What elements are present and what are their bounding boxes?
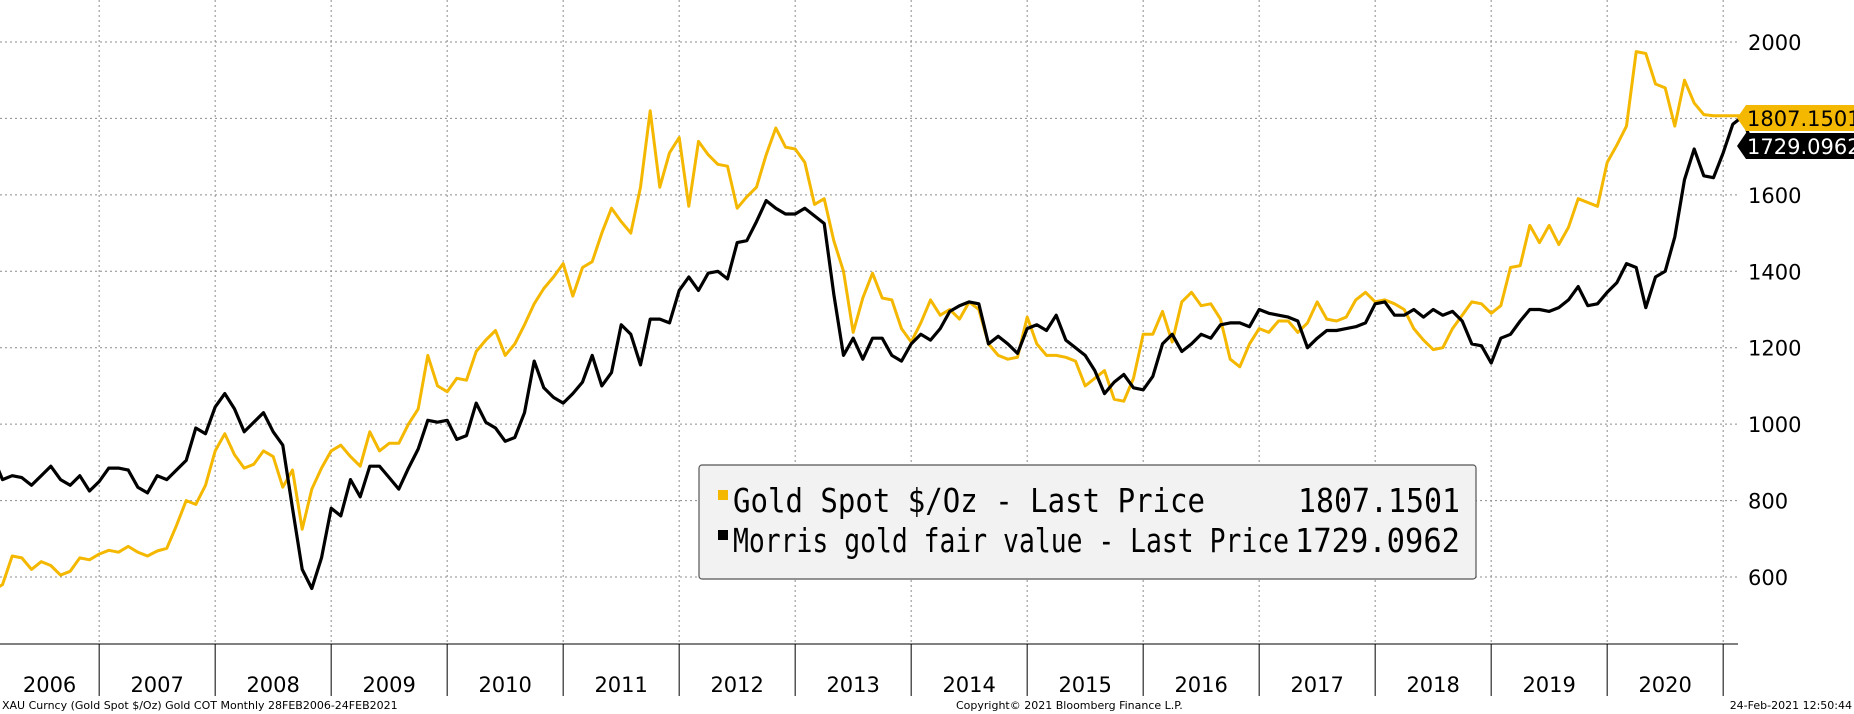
y-tick-label: 1400: [1748, 260, 1801, 284]
x-tick-label: 2010: [478, 673, 531, 697]
y-tick-label: 2000: [1748, 31, 1801, 55]
x-tick-label: 2006: [23, 673, 76, 697]
y-tick-label: 1200: [1748, 337, 1801, 361]
morris-fair-value-series-line: [0, 114, 1754, 591]
legend-entry: Gold Spot $/Oz - Last Price 1807.1501: [718, 481, 1460, 520]
x-tick-label: 2012: [710, 673, 763, 697]
legend-background: [698, 464, 1477, 580]
morris-last-price-tag: 1729.0962: [1737, 133, 1854, 159]
x-tick-label: 2007: [130, 673, 183, 697]
x-tick-label: 2015: [1058, 673, 1111, 697]
legend-entry: Morris gold fair value - Last Price 1729.…: [718, 521, 1460, 560]
y-tick-label: 1600: [1748, 184, 1801, 208]
value-tag-background: [1737, 105, 1854, 131]
legend-value: 1807.1501: [1298, 481, 1460, 520]
x-tick-label: 2009: [362, 673, 415, 697]
y-tick-label: 1000: [1748, 413, 1801, 437]
legend-box: Gold Spot $/Oz - Last Price 1807.1501Morr…: [698, 464, 1477, 580]
legend-label: Gold Spot $/Oz - Last Price: [733, 481, 1205, 520]
y-tick-label: 800: [1748, 490, 1788, 514]
footer-right-text: 24-Feb-2021 12:50:44: [1730, 699, 1852, 712]
x-tick-label: 2008: [246, 673, 299, 697]
legend: Gold Spot $/Oz - Last Price 1807.1501Morr…: [698, 464, 1477, 580]
x-tick-label: 2020: [1638, 673, 1691, 697]
x-tick-label: 2017: [1290, 673, 1343, 697]
y-tick-label: 600: [1748, 566, 1788, 590]
value-tag-background: [1737, 133, 1854, 159]
value-tag-text: 1729.0962: [1747, 135, 1854, 159]
x-tick-label: 2018: [1406, 673, 1459, 697]
x-tick-label: 2016: [1174, 673, 1227, 697]
axes: 2006 2007 2008 2009 2010 2011 2012 2013 2014 2015…: [0, 31, 1801, 697]
gold-spot-last-price-tag: 1807.1501: [1737, 105, 1854, 131]
footer-left-text: XAU Curncy (Gold Spot $/Oz) Gold COT Mon…: [2, 699, 398, 712]
x-tick-label: 2019: [1522, 673, 1575, 697]
last-price-tags: 1807.1501 1729.0962: [1737, 105, 1854, 159]
x-tick-label: 2013: [826, 673, 879, 697]
x-tick-label: 2011: [594, 673, 647, 697]
legend-label: Morris gold fair value - Last Price: [733, 521, 1289, 560]
legend-value: 1729.0962: [1295, 521, 1460, 560]
value-tag-text: 1807.1501: [1747, 107, 1854, 131]
x-tick-label: 2014: [942, 673, 995, 697]
series-lines: [0, 50, 1754, 591]
legend-swatch: [718, 490, 728, 500]
legend-swatch: [718, 530, 728, 540]
gold-spot-series-line: [0, 50, 1715, 588]
footer: XAU Curncy (Gold Spot $/Oz) Gold COT Mon…: [2, 699, 1852, 712]
footer-center-text: Copyright© 2021 Bloomberg Finance L.P.: [956, 699, 1183, 712]
